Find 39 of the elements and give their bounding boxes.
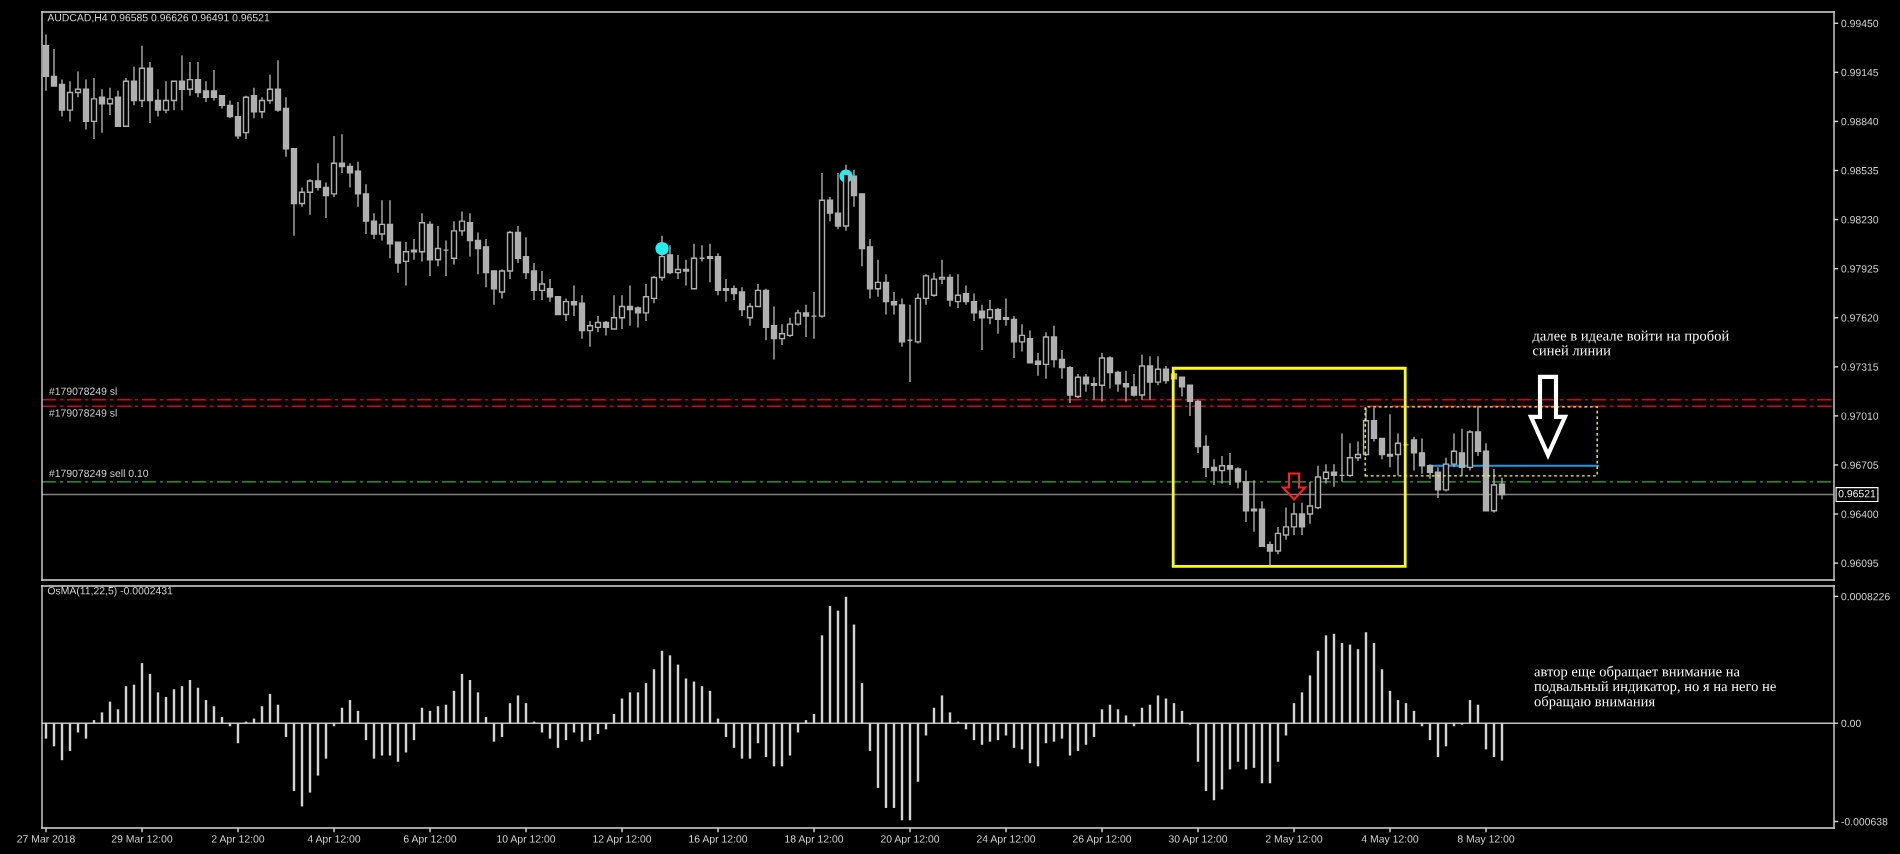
- ref-line-label: #179078249 sl: [48, 387, 117, 395]
- x-tick-label: 24 Apr 12:00: [976, 835, 1036, 845]
- x-tick-label: 18 Apr 12:00: [785, 835, 844, 845]
- x-tick-label: 16 Apr 12:00: [689, 835, 748, 845]
- x-tick-label: 2 Apr 12:00: [211, 835, 265, 845]
- y-tick-label: 0.0008226: [1841, 592, 1890, 601]
- x-tick-label: 6 Apr 12:00: [403, 835, 457, 845]
- y-tick-label: 0.97010: [1841, 412, 1879, 420]
- y-tick-label: 0.97925: [1841, 265, 1879, 273]
- y-tick-label: 0.98535: [1841, 166, 1879, 175]
- chart-title: OsMA(11,22,5) -0.0002431: [47, 586, 173, 597]
- y-tick-label: 0.97620: [1841, 314, 1879, 322]
- x-tick-label: 30 Apr 12:00: [1168, 835, 1228, 845]
- x-tick-label: 4 May 12:00: [1361, 835, 1419, 845]
- x-tick-label: 4 Apr 12:00: [307, 835, 361, 845]
- ref-line-label: 0.96521: [1838, 489, 1876, 498]
- y-tick-label: 0.99145: [1841, 68, 1879, 77]
- chart-title: AUDCAD,H4 0.96585 0.96626 0.96491 0.96521: [47, 13, 270, 23]
- y-tick-label: 0.96705: [1841, 461, 1879, 469]
- x-tick-label: 20 Apr 12:00: [880, 835, 940, 845]
- annotation: далее в идеале войти на пробой синей линии: [1532, 330, 1729, 356]
- y-tick-label: 0.96400: [1841, 510, 1879, 518]
- x-tick-label: 27 Mar 2018: [17, 835, 75, 843]
- y-tick-label: 0.98840: [1841, 117, 1879, 126]
- y-tick-label: 0.99450: [1841, 19, 1879, 28]
- y-tick-label: -0.000638: [1841, 818, 1888, 826]
- ref-line-label: #179078249 sell 0.10: [48, 469, 149, 478]
- annotation: автор еще обращает внимание на подвальный индикатор, но я на него не обращаю внимания: [1534, 665, 1776, 710]
- y-tick-label: 0.96095: [1841, 559, 1879, 567]
- x-tick-label: 26 Apr 12:00: [1072, 835, 1132, 845]
- y-tick-label: 0.98230: [1841, 216, 1879, 224]
- x-tick-label: 10 Apr 12:00: [497, 835, 556, 845]
- x-tick-label: 29 Mar 12:00: [111, 835, 173, 843]
- ref-line-label: #179078249 sl: [48, 409, 117, 417]
- x-tick-label: 2 May 12:00: [1265, 835, 1323, 845]
- x-tick-label: 8 May 12:00: [1457, 835, 1515, 845]
- x-tick-label: 12 Apr 12:00: [593, 835, 652, 845]
- y-tick-label: 0.00: [1841, 719, 1861, 728]
- y-tick-label: 0.97315: [1841, 363, 1879, 371]
